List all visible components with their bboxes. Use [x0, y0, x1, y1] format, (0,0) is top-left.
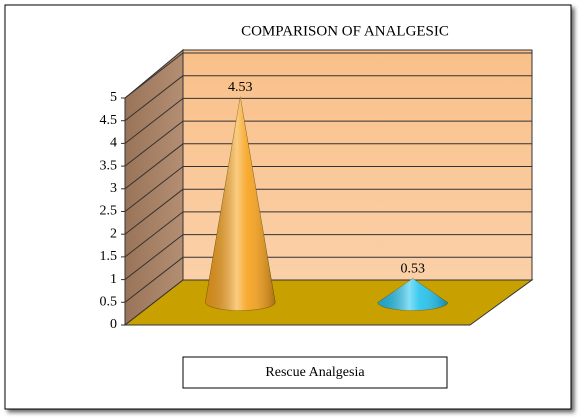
y-tick-label: 2 — [110, 226, 117, 241]
category-box — [182, 356, 448, 389]
y-tick-label: 3.5 — [100, 158, 118, 173]
chart-title: COMPARISON OF ANALGESIC — [241, 23, 449, 39]
cone-shade — [377, 278, 448, 311]
grid-line — [124, 143, 184, 190]
x-tick-label: Rescue Analgesia — [265, 365, 365, 380]
y-tick-label: 2.5 — [100, 204, 118, 219]
grid-line — [124, 188, 184, 235]
y-tick-label: 4.5 — [100, 113, 118, 128]
grid-line — [124, 75, 184, 122]
y-tick-label: 3 — [110, 181, 117, 196]
y-tick-label: 4 — [110, 136, 117, 151]
floor — [123, 279, 534, 326]
grid-line — [124, 52, 184, 99]
marks: 4.53 0.53 — [204, 80, 449, 311]
grid-line — [124, 120, 184, 167]
grid-line — [124, 98, 184, 144]
y-tick-label: 1 — [110, 272, 117, 287]
y-tick-label: 0.5 — [100, 295, 118, 310]
value-label: 0.53 — [401, 262, 426, 277]
value-label: 4.53 — [228, 80, 253, 95]
y-tick-label: 5 — [110, 90, 117, 105]
grid-line — [124, 166, 184, 212]
cone-shade — [205, 96, 276, 311]
grid-line — [124, 211, 184, 258]
y-tick-label: 0 — [110, 317, 117, 332]
y-tick-label: 1.5 — [100, 249, 118, 264]
grid-line — [124, 234, 184, 280]
grid-line — [124, 256, 184, 303]
